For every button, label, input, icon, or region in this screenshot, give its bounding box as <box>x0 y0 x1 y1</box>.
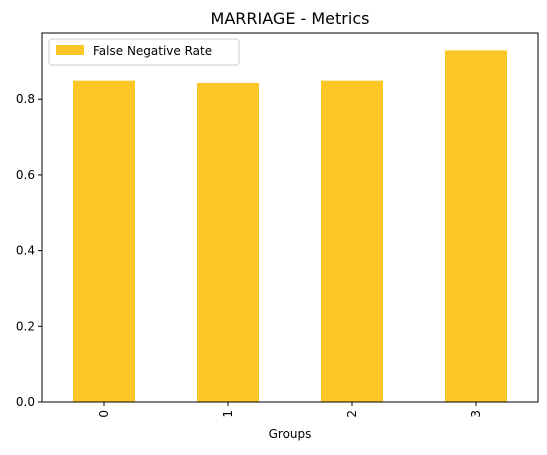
y-tick-label: 0.8 <box>16 92 35 106</box>
legend-swatch <box>56 45 84 55</box>
y-axis: 0.0 0.2 0.4 0.6 0.8 <box>16 92 42 409</box>
x-tick-label-1: 1 <box>221 410 235 418</box>
x-tick-label-2: 2 <box>345 410 359 418</box>
x-axis: 0 1 2 3 <box>97 402 483 418</box>
x-tick-label-3: 3 <box>469 410 483 418</box>
bar-3 <box>445 50 507 402</box>
legend-label: False Negative Rate <box>93 44 212 58</box>
chart-title: MARRIAGE - Metrics <box>211 9 370 28</box>
y-tick-label: 0.4 <box>16 244 35 258</box>
plot-frame <box>41 32 539 403</box>
y-tick-label: 0.6 <box>16 168 35 182</box>
x-tick-label-0: 0 <box>97 410 111 418</box>
legend: False Negative Rate <box>48 38 240 66</box>
x-axis-label: Groups <box>269 427 312 441</box>
bar-2 <box>321 80 383 402</box>
y-tick-label: 0.0 <box>16 395 35 409</box>
bar-1 <box>197 82 259 403</box>
legend-frame <box>48 38 240 66</box>
bars-group <box>73 50 507 403</box>
y-tick-label: 0.2 <box>16 319 35 333</box>
bar-0 <box>73 80 135 402</box>
